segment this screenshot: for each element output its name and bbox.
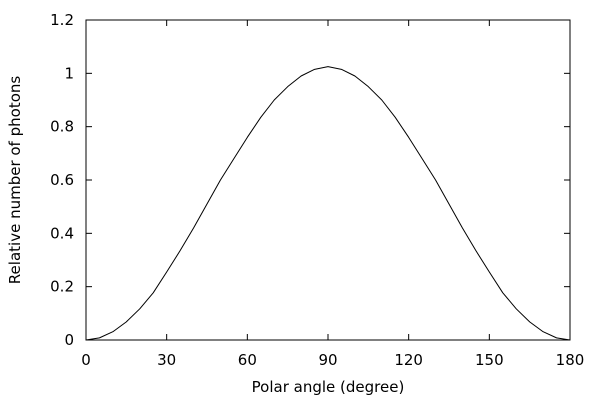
x-tick-labels: 0 30 60 90 120 150 180	[81, 351, 584, 369]
x-tick-label: 30	[157, 351, 176, 369]
y-tick-label: 1	[64, 64, 74, 82]
x-tick-label: 60	[238, 351, 257, 369]
y-tick-label: 0.6	[50, 171, 74, 189]
x-axis-title: Polar angle (degree)	[252, 378, 405, 396]
x-tick-label: 120	[394, 351, 423, 369]
x-tick-label: 150	[475, 351, 504, 369]
y-tick-label: 1.2	[50, 11, 74, 29]
x-tick-label: 180	[556, 351, 585, 369]
series-line-1	[85, 66, 571, 341]
y-tick-label: 0	[64, 331, 74, 349]
tick-marks	[85, 19, 571, 341]
series-layer	[85, 66, 571, 341]
y-tick-label: 0.4	[50, 224, 74, 242]
x-tick-label: 0	[81, 351, 91, 369]
x-tick-label: 90	[318, 351, 337, 369]
y-axis-title: Relative number of photons	[6, 76, 24, 285]
y-tick-labels: 0 0.2 0.4 0.6 0.8 1 1.2	[50, 11, 74, 349]
plot-frame	[85, 19, 571, 341]
y-tick-label: 0.8	[50, 118, 74, 136]
y-tick-label: 0.2	[50, 278, 74, 296]
